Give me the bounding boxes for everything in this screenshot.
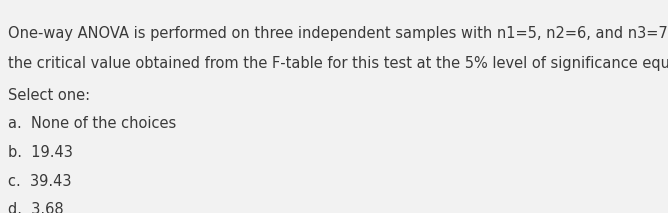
Text: b.  19.43: b. 19.43	[8, 145, 73, 160]
Text: a.  None of the choices: a. None of the choices	[8, 116, 176, 131]
Text: the critical value obtained from the F-table for this test at the 5% level of si: the critical value obtained from the F-t…	[8, 56, 668, 71]
Text: Select one:: Select one:	[8, 88, 90, 103]
Text: d.  3.68: d. 3.68	[8, 202, 63, 213]
Text: c.  39.43: c. 39.43	[8, 174, 71, 189]
Text: One-way ANOVA is performed on three independent samples with n1=5, n2=6, and n3=: One-way ANOVA is performed on three inde…	[8, 26, 668, 40]
